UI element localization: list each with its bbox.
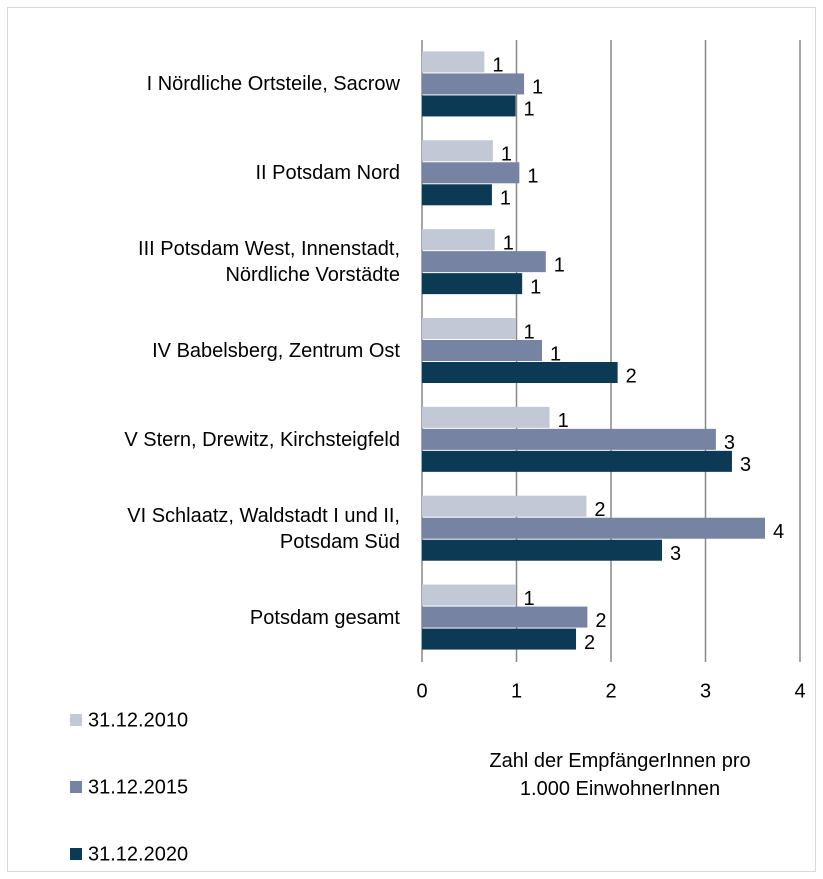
bar [422, 584, 516, 606]
legend-swatch [70, 714, 82, 726]
x-axis-title: Zahl der EmpfängerInnen pro 1.000 Einwoh… [489, 750, 751, 800]
bar [422, 318, 516, 339]
category-label: II Potsdam Nord [255, 162, 400, 185]
value-label: 1 [500, 188, 511, 210]
legend-label: 31.12.2010 [88, 709, 188, 731]
category-label: III Potsdam West, Innenstadt, Nördliche … [138, 238, 400, 287]
bar [422, 229, 495, 251]
bar [422, 73, 525, 95]
bar [422, 95, 516, 117]
value-label: 1 [524, 99, 535, 121]
bar [422, 539, 663, 561]
value-label: 2 [584, 632, 595, 654]
value-label: 2 [594, 499, 605, 521]
bar [422, 628, 577, 650]
legend-swatch [70, 848, 82, 860]
value-label: 1 [532, 77, 543, 99]
bar [422, 362, 618, 383]
bar [422, 51, 485, 73]
chart-frame [7, 7, 816, 872]
bar [422, 495, 587, 517]
value-label: 1 [492, 55, 503, 77]
value-label: 1 [530, 276, 541, 298]
bar [422, 251, 546, 273]
x-tick-label: 0 [416, 680, 427, 702]
bar [422, 162, 520, 184]
category-label: Potsdam gesamt [249, 606, 400, 629]
x-tick-label: 4 [794, 680, 805, 702]
legend-label: 31.12.2015 [88, 776, 188, 798]
x-tick-label: 1 [511, 680, 522, 702]
value-label: 3 [740, 454, 751, 476]
bar [422, 184, 492, 206]
value-label: 1 [558, 410, 569, 432]
bar [422, 406, 550, 428]
value-label: 1 [524, 321, 535, 343]
legend-swatch [70, 781, 82, 793]
value-label: 4 [773, 521, 784, 543]
value-label: 2 [595, 610, 606, 632]
value-label: 1 [550, 343, 561, 365]
bar [422, 606, 588, 628]
value-label: 3 [670, 543, 681, 565]
bar [422, 140, 493, 162]
value-label: 1 [503, 232, 514, 254]
value-label: 2 [626, 365, 637, 387]
bar [422, 450, 732, 472]
value-label: 1 [554, 254, 565, 276]
bar [422, 517, 766, 539]
bar [422, 428, 716, 450]
legend-label: 31.12.2020 [88, 843, 188, 865]
bar [422, 273, 523, 295]
x-tick-label: 2 [605, 680, 616, 702]
category-label: I Nördliche Ortsteile, Sacrow [146, 73, 400, 96]
x-tick-label: 3 [700, 680, 711, 702]
category-label: IV Babelsberg, Zentrum Ost [152, 340, 400, 362]
value-label: 3 [724, 432, 735, 454]
category-label: V Stern, Drewitz, Kirchsteigfeld [124, 428, 400, 451]
value-label: 1 [501, 144, 512, 166]
bar [422, 340, 543, 361]
value-label: 1 [527, 166, 538, 188]
value-label: 1 [524, 588, 535, 610]
category-label: VI Schlaatz, Waldstadt I und II, Potsdam… [127, 504, 400, 553]
